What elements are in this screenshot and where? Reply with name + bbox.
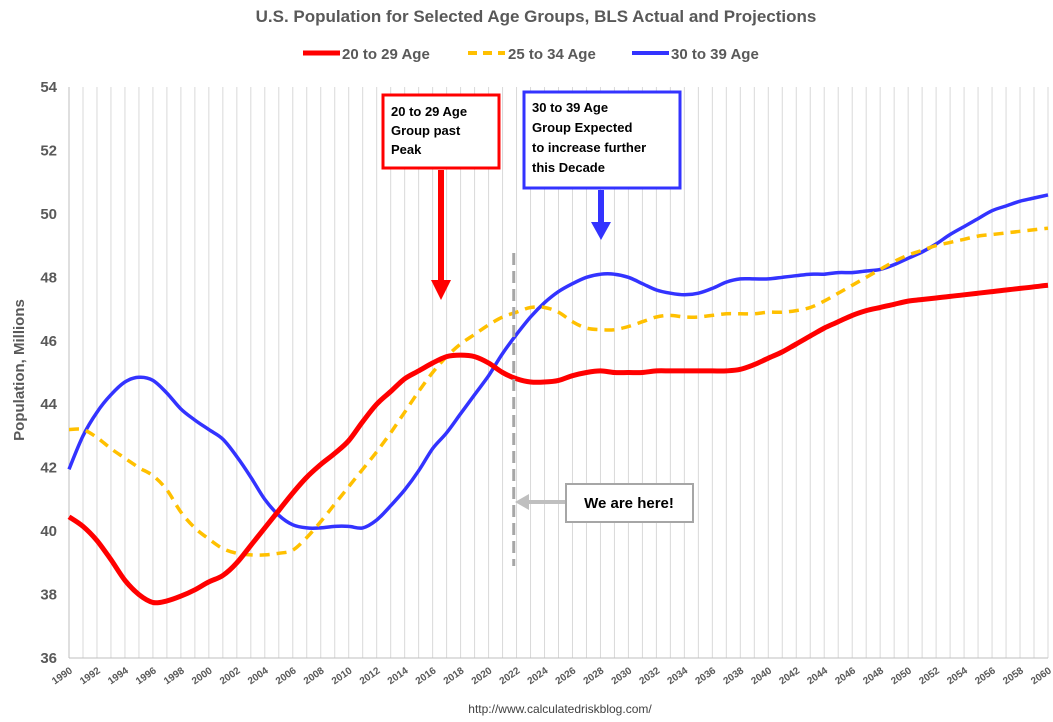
y-tick-label: 44 [40,396,57,413]
we-are-here-arrow-head [515,494,529,510]
annotation-30-39-line1: 30 to 39 Age [532,100,608,115]
series-line-20-29 [67,282,1049,606]
y-tick-label: 52 [40,142,57,159]
gridlines [68,87,1049,658]
y-tick-label: 36 [40,650,57,667]
y-axis-label: Population, Millions [11,299,28,441]
annotation-20-29-line2: Group past [391,123,461,138]
y-tick-label: 46 [40,333,57,350]
source-url: http://www.calculatedriskblog.com/ [468,702,652,716]
annotation-20-29-line1: 20 to 29 Age [391,104,467,119]
legend-label-20-29: 20 to 29 Age [342,46,430,63]
y-tick-label: 38 [40,587,57,604]
annotation-30-39-arrow-head [591,222,611,240]
we-are-here-box [565,483,694,523]
y-tick-label: 40 [40,523,57,540]
annotation-20-29: 20 to 29 Age Group past Peak [381,93,501,300]
annotation-30-39-line4: this Decade [532,160,605,175]
series-line-25-34 [68,226,1049,557]
legend: 20 to 29 Age 25 to 34 Age 30 to 39 Age [303,46,759,63]
annotation-30-39-line2: Group Expected [532,120,632,135]
series-lines [67,193,1049,606]
y-tick-label: 48 [40,269,57,286]
y-tick-label: 54 [40,79,57,96]
annotation-20-29-box [381,93,501,170]
y-tick-label: 42 [40,460,57,477]
annotation-we-are-here: We are here! [512,253,694,566]
legend-label-30-39: 30 to 39 Age [671,46,759,63]
annotation-30-39: 30 to 39 Age Group Expected to increase … [522,90,682,240]
chart-title: U.S. Population for Selected Age Groups,… [256,7,817,26]
annotation-30-39-line3: to increase further [532,140,646,155]
annotation-30-39-box [522,90,682,190]
annotation-20-29-arrow-head [431,280,451,300]
we-are-here-text: We are here! [584,495,674,512]
legend-label-25-34: 25 to 34 Age [508,46,596,63]
y-tick-label: 50 [40,206,57,223]
annotation-20-29-line3: Peak [391,142,422,157]
